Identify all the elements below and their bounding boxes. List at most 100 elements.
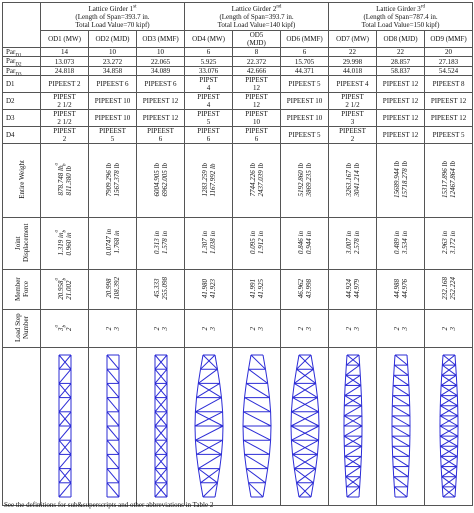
- cell-line: 0.846 in: [296, 231, 305, 255]
- cell: PIPEEST 4: [328, 75, 378, 94]
- truss-member: [106, 382, 119, 398]
- truss-member: [58, 425, 71, 441]
- drawing-cell: [424, 347, 474, 507]
- cell: 54.524: [424, 65, 474, 77]
- cell-rot: 878.748 lba 811.380 lbb: [54, 163, 72, 196]
- truss-drawing: [391, 354, 411, 498]
- cell: PIPEEST 2: [40, 75, 89, 94]
- truss-member: [439, 415, 458, 427]
- truss-member: [346, 486, 360, 498]
- cell: 8: [232, 46, 281, 58]
- truss-member: [245, 368, 249, 384]
- row-label: Joint Displacement: [2, 217, 41, 271]
- cell-line: 20.958a: [54, 278, 64, 300]
- truss-member: [290, 425, 319, 441]
- truss-member: [242, 411, 271, 427]
- row-label: ParD2: [2, 56, 41, 67]
- cell-text: 20: [445, 48, 453, 57]
- cell-line: 12: [253, 84, 260, 93]
- cell-line: 1.912 in: [256, 231, 265, 255]
- cell: 44.371: [279, 65, 330, 77]
- cell-text: 1.319 in: [56, 232, 65, 256]
- truss-member: [312, 368, 316, 384]
- truss-member: [154, 453, 167, 469]
- cell-line: PIPEST: [53, 110, 76, 119]
- truss-member: [391, 425, 410, 437]
- row-label-text: Par: [6, 57, 16, 66]
- cell-line: 41.923: [208, 279, 217, 299]
- cell-line: 2 1/2: [57, 101, 72, 110]
- truss-member: [441, 486, 444, 497]
- cell-line: PIPST: [199, 76, 218, 85]
- truss-member: [392, 374, 409, 386]
- truss-member: [194, 439, 222, 455]
- truss-member: [291, 439, 319, 455]
- cell: PIPEEST 10: [88, 92, 137, 111]
- cell-text: 8: [254, 48, 259, 57]
- cell: PIPEEST 12: [136, 92, 185, 111]
- column-header-text: OD3 (MMF): [142, 35, 179, 43]
- row-label: D4: [2, 126, 41, 145]
- cell-rot: 0.846 in 0.944 in: [297, 231, 313, 254]
- row-label: Load Step Number: [2, 309, 41, 349]
- cell-line: PIPEEST 6: [144, 80, 177, 89]
- row-label: Entire Weight: [2, 143, 41, 219]
- truss-member: [441, 354, 444, 365]
- truss-member: [242, 425, 271, 441]
- cell-line: 0.095 in: [248, 231, 257, 255]
- cell-text: 44.018: [342, 66, 363, 75]
- truss-member: [266, 454, 270, 469]
- cell: 1.307 in 1.038 in: [184, 217, 233, 271]
- truss-member: [295, 354, 300, 369]
- truss-member: [441, 354, 455, 366]
- cell-text: 878.748 lb: [56, 165, 65, 196]
- cell: PIPEST 2 1/2: [328, 92, 378, 111]
- cell: PIPEEST 8: [424, 75, 474, 94]
- cell: PIPEEST 12: [376, 109, 426, 128]
- cell-line: PIPEST: [341, 93, 364, 102]
- cell: 6004.905 lb 6962.005 lb: [136, 143, 185, 219]
- cell: 0.489 in 3.534 in: [376, 217, 426, 271]
- cell: PIPEEST 5: [279, 75, 330, 94]
- column-header-line: (MJD): [247, 39, 266, 47]
- cell-line: PIPEST: [245, 76, 268, 85]
- cell: PIPEST 2: [40, 126, 89, 145]
- truss-member: [391, 415, 410, 427]
- cell-line: 108.392: [112, 277, 121, 301]
- group-title: Lattice Girder 3rd: [330, 4, 471, 12]
- cell: PIPEEST 12: [376, 75, 426, 94]
- truss-member: [393, 354, 396, 365]
- truss-member: [439, 404, 458, 416]
- rotated-row: Entire Weight 878.748 lba 811.380 lbb 7909.…: [2, 143, 474, 219]
- cell-rot: 20.958a 21.002b: [54, 278, 72, 300]
- cell: PIPEEST 12: [424, 109, 474, 128]
- column-header: OD7 (MW): [328, 30, 378, 48]
- cell: 0.313 in 1.578 in: [136, 217, 185, 271]
- truss-member: [439, 445, 458, 457]
- column-row: OD1 (MW) OD2 (MJD) OD3 (MMF) OD4 (MW) OD5 (MJ…: [3, 30, 474, 48]
- cell-line: 6: [254, 135, 259, 144]
- cell-rot: 7744.226 lb 2437.039 lb: [249, 163, 265, 196]
- cell-line: 3: [208, 327, 217, 331]
- truss-member: [293, 453, 318, 469]
- cell: 22.065: [136, 56, 185, 67]
- cell-line: PIPEEST 5: [288, 80, 321, 89]
- truss-member: [407, 374, 409, 386]
- cell-rot: 5192.860 lb 3869.235 lb: [297, 163, 313, 196]
- cell-line: 21.002b: [62, 278, 72, 300]
- truss-member: [197, 467, 218, 483]
- drawing-cell: [88, 347, 137, 507]
- truss-member: [345, 486, 348, 497]
- truss-member: [195, 454, 199, 469]
- truss-member: [247, 354, 251, 369]
- cell: PIPEST 3: [328, 109, 378, 128]
- cell-line: 4: [206, 101, 211, 110]
- cell-rot: 7909.296 lb 1567.378 lb: [105, 163, 121, 196]
- cell: 28.857: [376, 56, 426, 67]
